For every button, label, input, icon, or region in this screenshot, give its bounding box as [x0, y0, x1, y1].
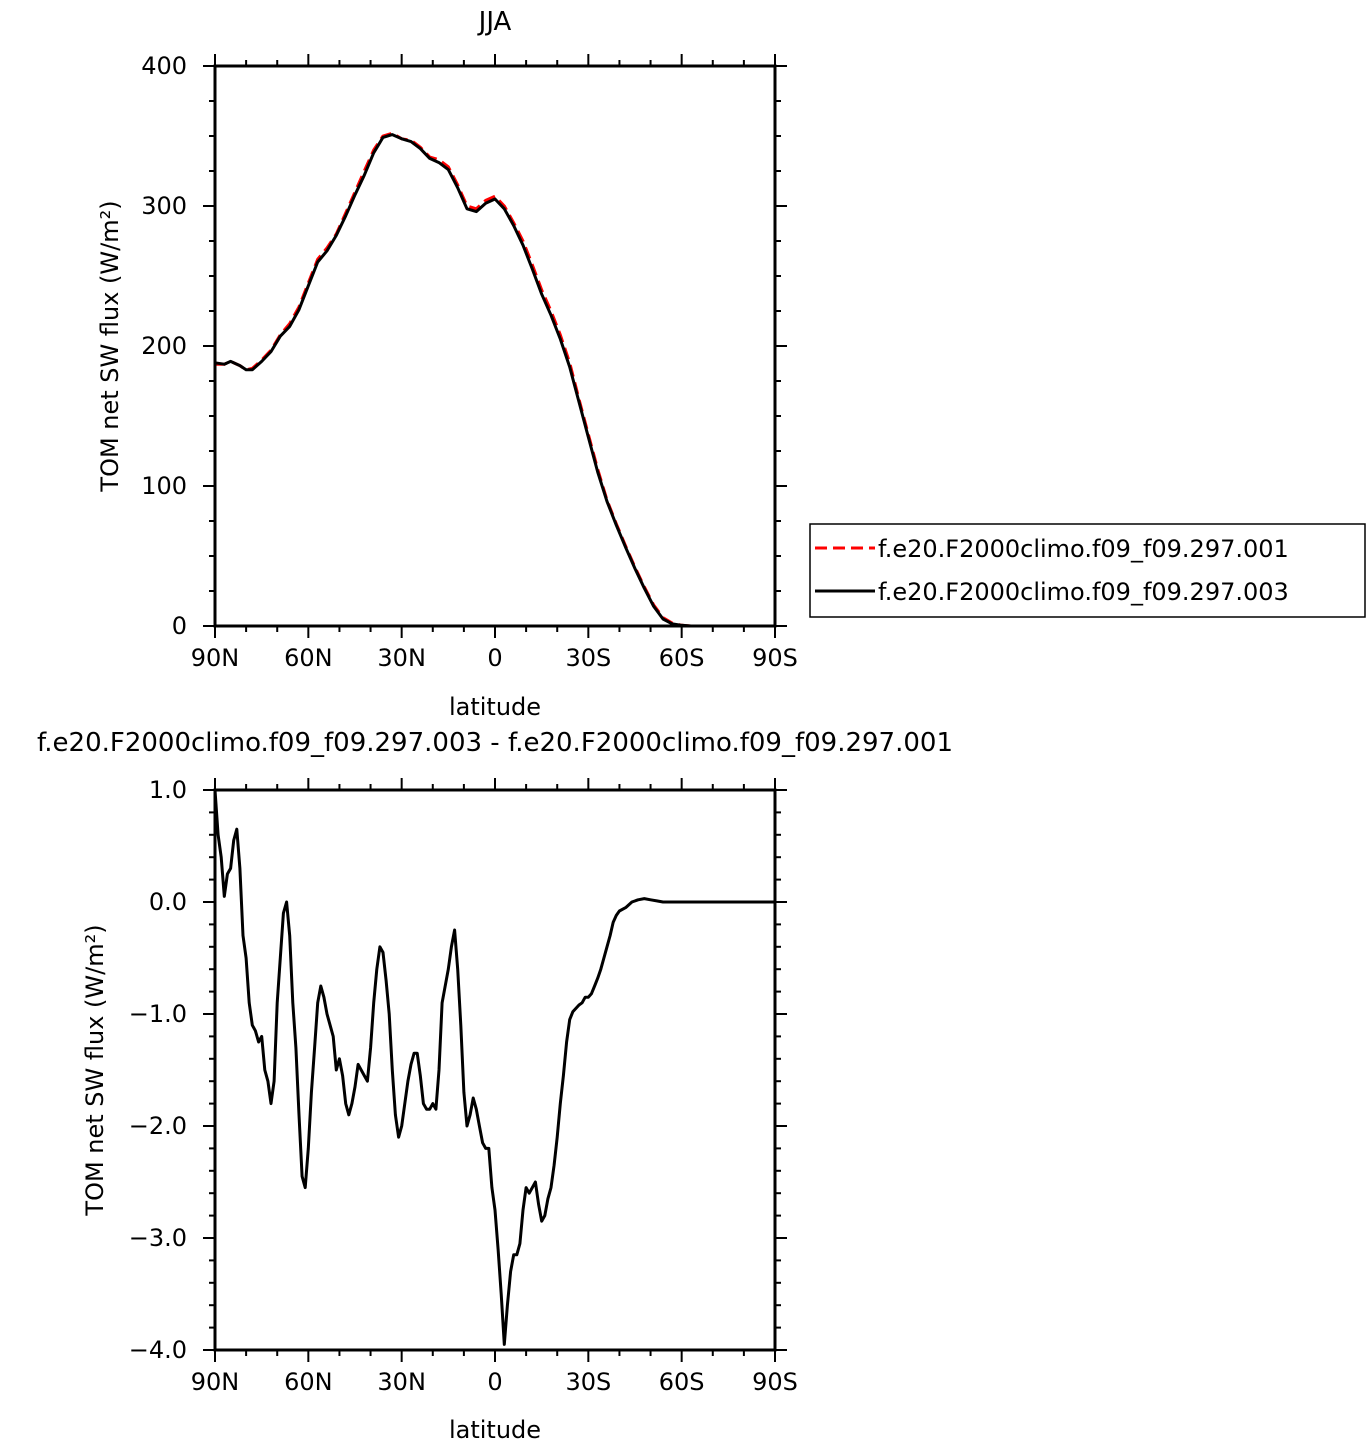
- bottom-panel: f.e20.F2000climo.f09_f09.297.003 - f.e20…: [37, 728, 953, 1444]
- plot-frame-1: [213, 788, 777, 1352]
- series-line-0-1: [214, 133, 775, 628]
- bottom-y-axis-label: TOM net SW flux (W/m²): [81, 924, 109, 1216]
- y-tick-label: −3.0: [129, 1224, 187, 1252]
- bottom-chart-title: f.e20.F2000climo.f09_f09.297.003 - f.e20…: [37, 728, 953, 758]
- top-chart-title: JJA: [477, 7, 512, 37]
- x-tick-label: 90S: [752, 644, 798, 672]
- y-tick-label: −2.0: [129, 1112, 187, 1140]
- bottom-plot-area: 90N 60N 30N 0 30S 60S 90S −4.0 −3.0 −2.0 −1.0 0.0 1.…: [129, 776, 798, 1396]
- x-tick-label: 30S: [565, 644, 611, 672]
- x-tick-label: 90N: [191, 1368, 240, 1396]
- top-x-axis-label: latitude: [449, 693, 541, 721]
- series-line-1-0: [213, 789, 775, 1346]
- y-tick-label: 400: [141, 52, 187, 80]
- y-tick-label: 100: [141, 472, 187, 500]
- x-tick-label: 60S: [659, 644, 705, 672]
- y-tick-label: 0.0: [149, 888, 187, 916]
- y-tick-label: 0: [172, 612, 187, 640]
- legend-label-series-001: f.e20.F2000climo.f09_f09.297.001: [878, 535, 1289, 563]
- x-tick-label: 90S: [752, 1368, 798, 1396]
- x-tick-label: 30N: [377, 1368, 426, 1396]
- y-tick-label: 200: [141, 332, 187, 360]
- bottom-x-axis-label: latitude: [449, 1416, 541, 1444]
- legend-label-series-003: f.e20.F2000climo.f09_f09.297.003: [878, 578, 1289, 606]
- x-tick-label: 90N: [191, 644, 240, 672]
- series-line-0-0: [215, 131, 775, 628]
- y-tick-label: −4.0: [129, 1336, 187, 1364]
- y-tick-label: 1.0: [149, 776, 187, 804]
- x-tick-label: 30N: [377, 644, 426, 672]
- x-tick-label: 60N: [284, 1368, 333, 1396]
- x-tick-label: 0: [487, 1368, 502, 1396]
- x-tick-label: 30S: [565, 1368, 611, 1396]
- legend: f.e20.F2000climo.f09_f09.297.001 f.e20.F…: [809, 523, 1366, 618]
- y-tick-label: −1.0: [129, 1000, 187, 1028]
- plot-frame-0: [213, 64, 777, 628]
- x-tick-label: 60S: [659, 1368, 705, 1396]
- top-plot-area: 90N 60N 30N 0 30S 60S 90S 0 100 200 300 400: [141, 52, 798, 672]
- x-tick-label: 0: [487, 644, 502, 672]
- top-panel: JJA 90N 60N 30N 0 30S 60S 90S 0 100 200 300 400 lat…: [96, 7, 798, 721]
- legend-box: [809, 523, 1366, 618]
- y-tick-label: 300: [141, 192, 187, 220]
- top-y-axis-label: TOM net SW flux (W/m²): [96, 200, 124, 492]
- x-tick-label: 60N: [284, 644, 333, 672]
